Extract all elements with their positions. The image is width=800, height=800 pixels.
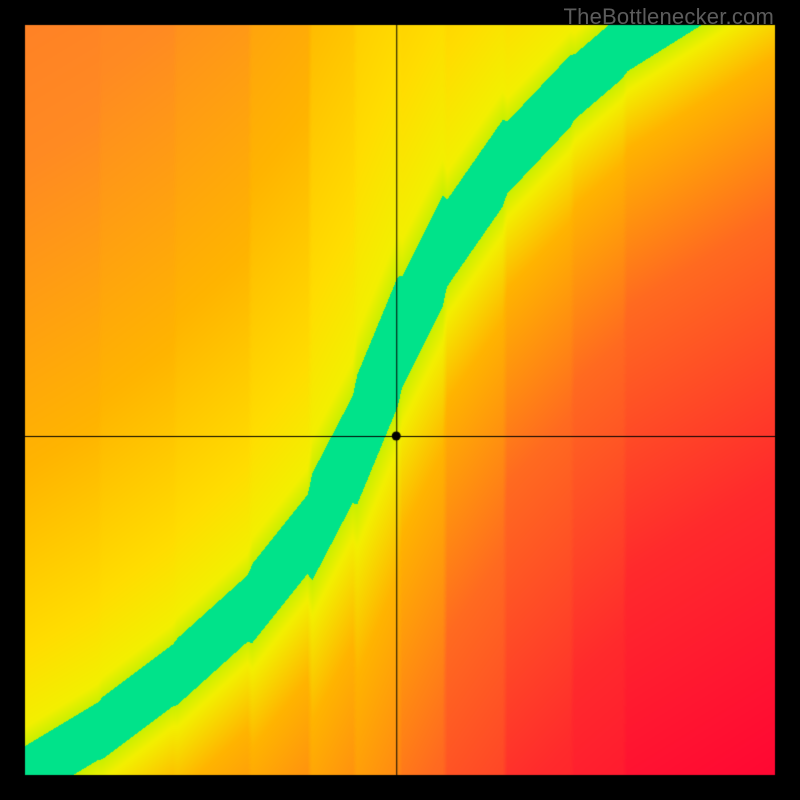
watermark-text: TheBottlenecker.com [564,4,774,30]
heatmap-canvas [0,0,800,800]
bottleneck-heatmap [0,0,800,800]
